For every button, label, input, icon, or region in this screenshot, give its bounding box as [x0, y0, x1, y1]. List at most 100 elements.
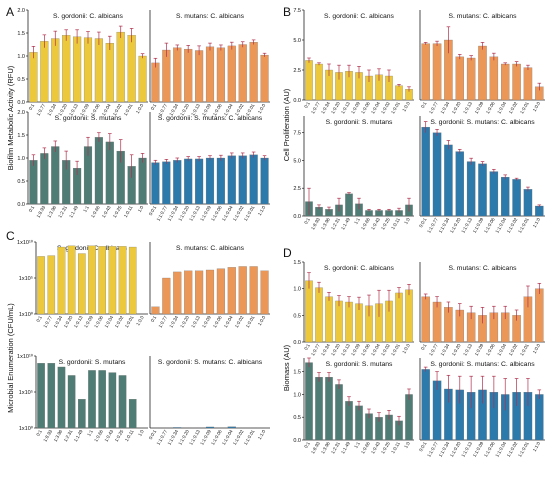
x-tick-label: 1:0.06 [485, 343, 496, 357]
x-tick-label: 0:1 [28, 205, 36, 213]
y-tick-label: 1.0 [293, 392, 301, 398]
bar [238, 266, 247, 315]
x-tick-label: 1:0.11 [123, 205, 134, 219]
bar [67, 375, 76, 429]
bar [205, 46, 215, 103]
x-tick-label: 1:0.20 [63, 315, 74, 329]
bar [78, 253, 86, 315]
x-tick-label: 1:0.66 [360, 217, 371, 231]
bar [395, 85, 403, 101]
x-tick-label: 1:0.01 [519, 101, 530, 115]
subplot-title: S. mutans: C. albicans [176, 13, 245, 20]
bar [37, 363, 45, 429]
x-tick-label: 1:0.09 [79, 103, 90, 117]
x-tick-label: 1:1.49 [340, 217, 351, 231]
y-tick-label: 5.0 [293, 38, 301, 44]
x-tick-label: 1:2.31 [330, 217, 341, 231]
bar [455, 56, 464, 101]
x-tick-label: 1:2.31 [57, 205, 68, 219]
x-tick-label: 1:1.49 [68, 205, 79, 219]
x-tick-label: 1:1:0 [257, 429, 267, 441]
bar [421, 369, 430, 441]
bar [249, 42, 258, 103]
x-tick-label: 1:1:0.01 [517, 217, 530, 234]
x-tick-label: 1:0.13 [462, 343, 473, 357]
bar [523, 189, 533, 217]
x-tick-label: 1:0.25 [112, 205, 123, 219]
bar [47, 363, 56, 429]
x-tick-label: 1:3.96 [53, 429, 64, 443]
bar [173, 271, 182, 315]
x-tick-label: 1:0.02 [380, 101, 391, 115]
y-label-panel-d: Biomass (AU) [282, 344, 291, 391]
bar [195, 158, 204, 205]
x-tick-label: 1:1:0.01 [243, 429, 256, 446]
panel-letter-c: C [6, 229, 15, 243]
x-tick-label: 1:0 [403, 217, 411, 225]
x-tick-label: 1:0.06 [485, 101, 496, 115]
x-tick-label: 1:0.34 [168, 103, 179, 117]
bar [466, 57, 476, 101]
bar [37, 256, 45, 315]
x-tick-label: 1:0 [137, 205, 145, 213]
x-tick-label: 1:0.20 [179, 103, 190, 117]
bar [455, 151, 464, 217]
x-tick-label: 0:1 [303, 217, 311, 225]
x-tick-label: 1:0.09 [474, 101, 485, 115]
x-tick-label: 1:0.77 [42, 315, 53, 329]
bar [151, 162, 160, 205]
x-tick-label: 1:0.04 [496, 101, 507, 115]
x-tick-label: 1:0.77 [158, 103, 169, 117]
bar [466, 161, 476, 217]
x-tick-label: 1:0.0 [135, 103, 145, 115]
bar [325, 296, 333, 343]
bar [315, 287, 323, 343]
bar [98, 370, 106, 429]
y-tick-label: 2.5 [293, 186, 301, 192]
x-tick-label: 1:0.06 [90, 103, 101, 117]
subplot-d3: S. gordonii: S. mutans 0.0 0.5 1.0 1.5 0:1 1:8… [293, 357, 414, 455]
bar [249, 154, 258, 205]
y-tick-label: 1x10⁵ [19, 275, 33, 282]
bar [345, 401, 353, 441]
bar [260, 157, 269, 205]
x-tick-label: 1:3.96 [320, 441, 331, 455]
bar [305, 60, 313, 101]
bar [238, 155, 247, 205]
panel-letter-d: D [283, 246, 292, 260]
bar [29, 160, 38, 205]
x-tick-label: 0:1 [303, 441, 311, 449]
bar [535, 205, 544, 217]
x-tick-label: 1:0 [403, 441, 411, 449]
y-tick-label: 0.5 [293, 313, 301, 319]
bar [173, 47, 182, 103]
subplot-title: S. mutans: C. albicans [176, 245, 245, 252]
subplot-c3: S. gordonii: S. mutans 1x10⁰ 1x10⁵ 1x10¹⁰ 0:… [17, 353, 148, 443]
x-tick-label: 1:8.93 [310, 441, 321, 455]
x-tick-label: 1:0.01 [245, 315, 256, 329]
subplot-d4: S. gordonii: S. mutans: C. albicans 0:0:1… [418, 358, 545, 458]
x-tick-label: 1:0.13 [190, 103, 201, 117]
bar [216, 157, 225, 205]
bar [444, 144, 453, 217]
x-tick-label: 0:0:1 [418, 441, 428, 453]
x-tick-label: 1:0.06 [212, 103, 223, 117]
x-tick-label: 0:0:1 [418, 217, 428, 229]
bar [305, 280, 313, 343]
bar [138, 55, 147, 103]
x-tick-label: 1:0.77 [310, 101, 321, 115]
bar [421, 126, 430, 217]
y-tick-label: 7.5 [293, 131, 301, 137]
bar [523, 67, 533, 101]
x-tick-label: 1:0.25 [380, 441, 391, 455]
x-tick-label: 1:0.43 [370, 217, 381, 231]
x-tick-label: 1:0.66 [90, 205, 101, 219]
bar [162, 277, 171, 315]
x-tick-label: 1:0.25 [380, 217, 391, 231]
y-tick-label: 1.5 [293, 260, 301, 266]
